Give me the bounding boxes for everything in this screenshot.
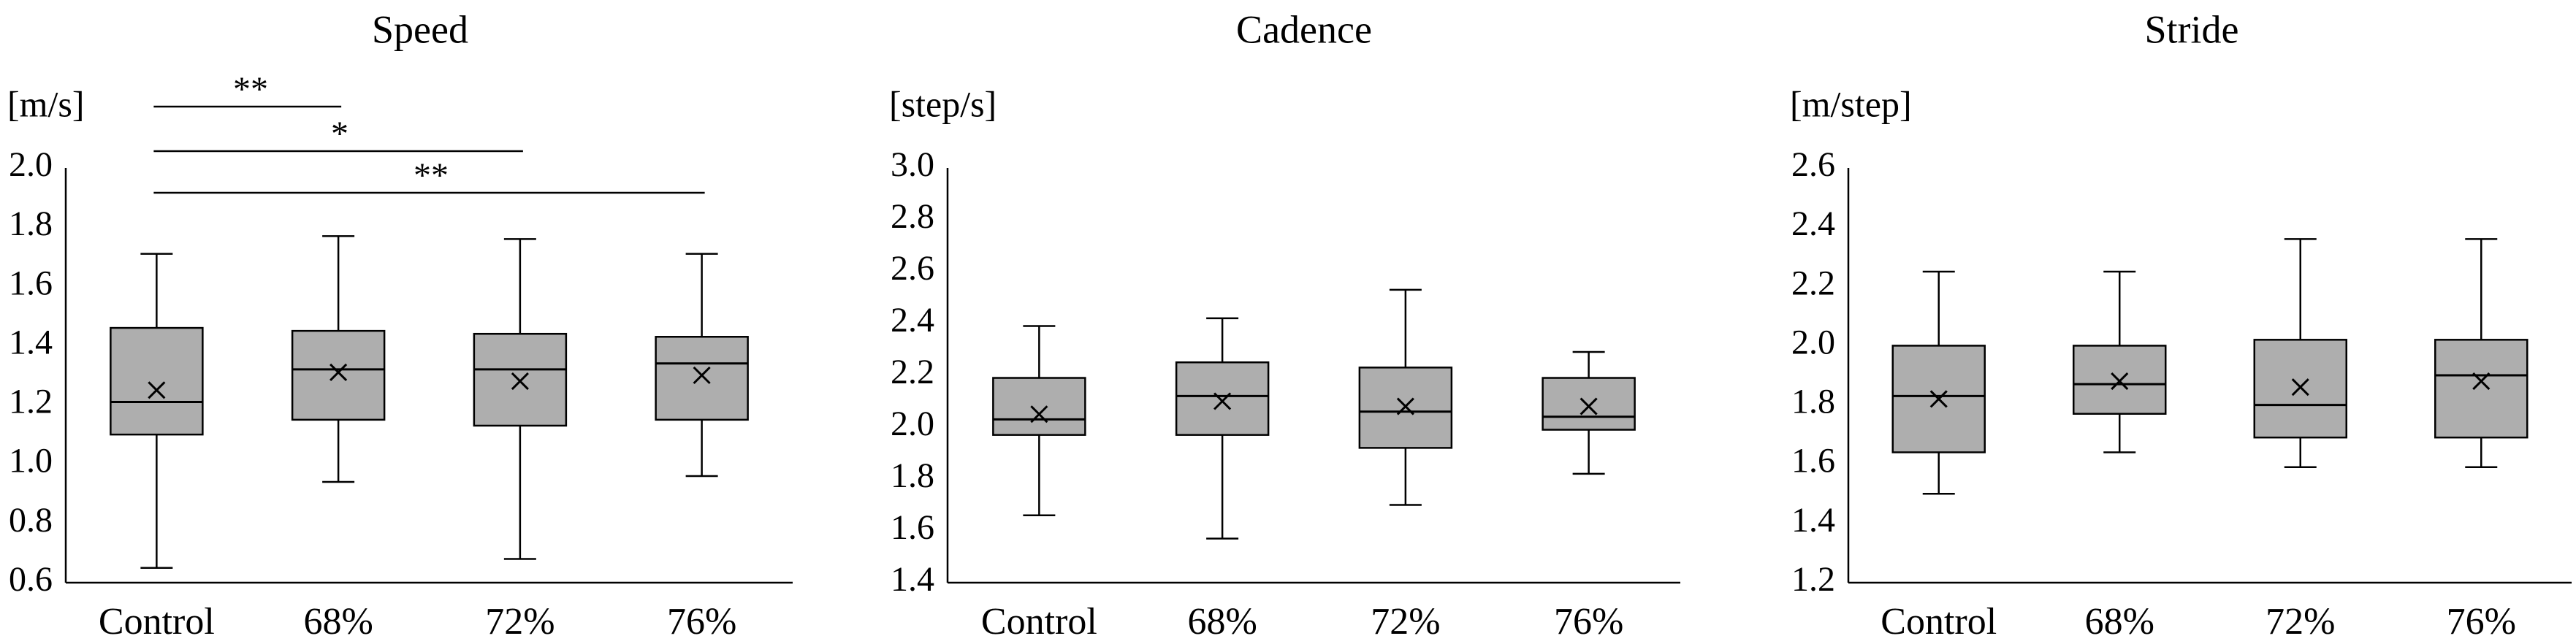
y-tick-label: 1.6 (9, 264, 53, 302)
y-tick-label: 2.2 (1791, 264, 1835, 302)
y-tick-label: 1.8 (1791, 383, 1835, 421)
x-category-label: Control (981, 601, 1097, 643)
y-tick-label: 2.8 (891, 197, 934, 236)
mean-marker (1213, 392, 1232, 410)
chart-title: Speed (372, 7, 468, 51)
chart-panel-stride: Stride [m/step] 1.2 1.4 1.6 1.8 2.0 2.2 2.4 2.6 Co… (1790, 7, 2572, 643)
y-tick-label: 1.8 (891, 456, 934, 495)
significance-marker: ** (233, 70, 268, 109)
y-tick-label: 2.4 (1791, 204, 1835, 243)
chart-title: Cadence (1236, 7, 1372, 51)
mean-marker (329, 363, 348, 382)
interquartile-box (2434, 339, 2529, 439)
y-tick-label: 2.2 (891, 353, 934, 391)
mean-marker (1030, 405, 1048, 423)
y-tick-label: 1.4 (9, 323, 53, 361)
mean-marker (511, 372, 529, 391)
y-tick-label: 1.2 (9, 383, 53, 421)
chart-title: Stride (2145, 7, 2239, 51)
interquartile-box (655, 336, 749, 421)
mean-marker (2111, 372, 2129, 391)
significance-marker: ** (414, 156, 449, 195)
interquartile-box (1175, 361, 1270, 436)
box-76% (655, 253, 749, 478)
y-axis-unit-label: [m/step] (1790, 83, 1912, 124)
y-tick-label: 2.4 (891, 301, 934, 340)
mean-marker (2291, 378, 2309, 396)
box-68% (291, 235, 386, 483)
y-tick-label: 0.6 (9, 560, 53, 599)
x-category-label: 72% (485, 601, 555, 643)
x-category-label: 76% (667, 601, 736, 643)
mean-marker (148, 381, 166, 399)
box-72% (473, 238, 568, 560)
x-category-label: 72% (2266, 601, 2335, 643)
x-category-label: 68% (303, 601, 373, 643)
y-tick-label: 0.8 (9, 501, 53, 540)
chart-panel-cadence: Cadence [step/s] 1.4 1.6 1.8 2.0 2.2 2.4 2.6 2.8 3… (889, 7, 1680, 643)
y-tick-label: 1.4 (891, 560, 934, 599)
x-category-label: 76% (1554, 601, 1623, 643)
mean-marker (2472, 372, 2491, 391)
significance-marker: * (331, 115, 348, 153)
interquartile-box (992, 377, 1086, 436)
interquartile-box (291, 329, 386, 421)
y-tick-label: 1.2 (1791, 560, 1835, 599)
x-category-label: Control (99, 601, 215, 643)
y-tick-label: 3.0 (891, 145, 934, 184)
mean-marker (1579, 397, 1598, 415)
box-68% (1175, 317, 1270, 540)
y-tick-label: 2.0 (1791, 323, 1835, 361)
mean-marker (1396, 397, 1414, 415)
box-72% (2253, 238, 2347, 469)
y-tick-label: 2.0 (891, 405, 934, 443)
y-tick-label: 2.6 (1791, 145, 1835, 184)
y-tick-label: 1.0 (9, 442, 53, 480)
interquartile-box (1542, 377, 1636, 431)
x-category-label: 76% (2447, 601, 2516, 643)
x-category-label: 68% (1187, 601, 1257, 643)
y-tick-label: 1.6 (1791, 442, 1835, 480)
box-Control (992, 325, 1086, 516)
x-category-label: Control (1880, 601, 1997, 643)
box-Control (110, 253, 204, 569)
y-tick-label: 1.6 (891, 508, 934, 547)
y-tick-label: 2.0 (9, 145, 53, 184)
y-axis-unit-label: [m/s] (7, 83, 85, 124)
mean-marker (1929, 390, 1948, 408)
interquartile-box (2253, 339, 2347, 439)
x-category-label: 68% (2085, 601, 2154, 643)
mean-marker (693, 366, 711, 385)
box-Control (1891, 270, 1986, 495)
interquartile-box (110, 326, 204, 436)
box-72% (1358, 288, 1453, 506)
y-tick-label: 1.4 (1791, 501, 1835, 540)
chart-panel-speed: Speed [m/s] 0.6 0.8 1.0 1.2 1.4 1.6 1.8 2.0 Contro… (7, 7, 793, 643)
box-76% (1542, 350, 1636, 475)
box-68% (2073, 270, 2167, 453)
y-tick-label: 1.8 (9, 204, 53, 243)
x-category-label: 72% (1371, 601, 1440, 643)
box-76% (2434, 238, 2529, 469)
y-axis-unit-label: [step/s] (889, 83, 997, 124)
y-tick-label: 2.6 (891, 249, 934, 288)
